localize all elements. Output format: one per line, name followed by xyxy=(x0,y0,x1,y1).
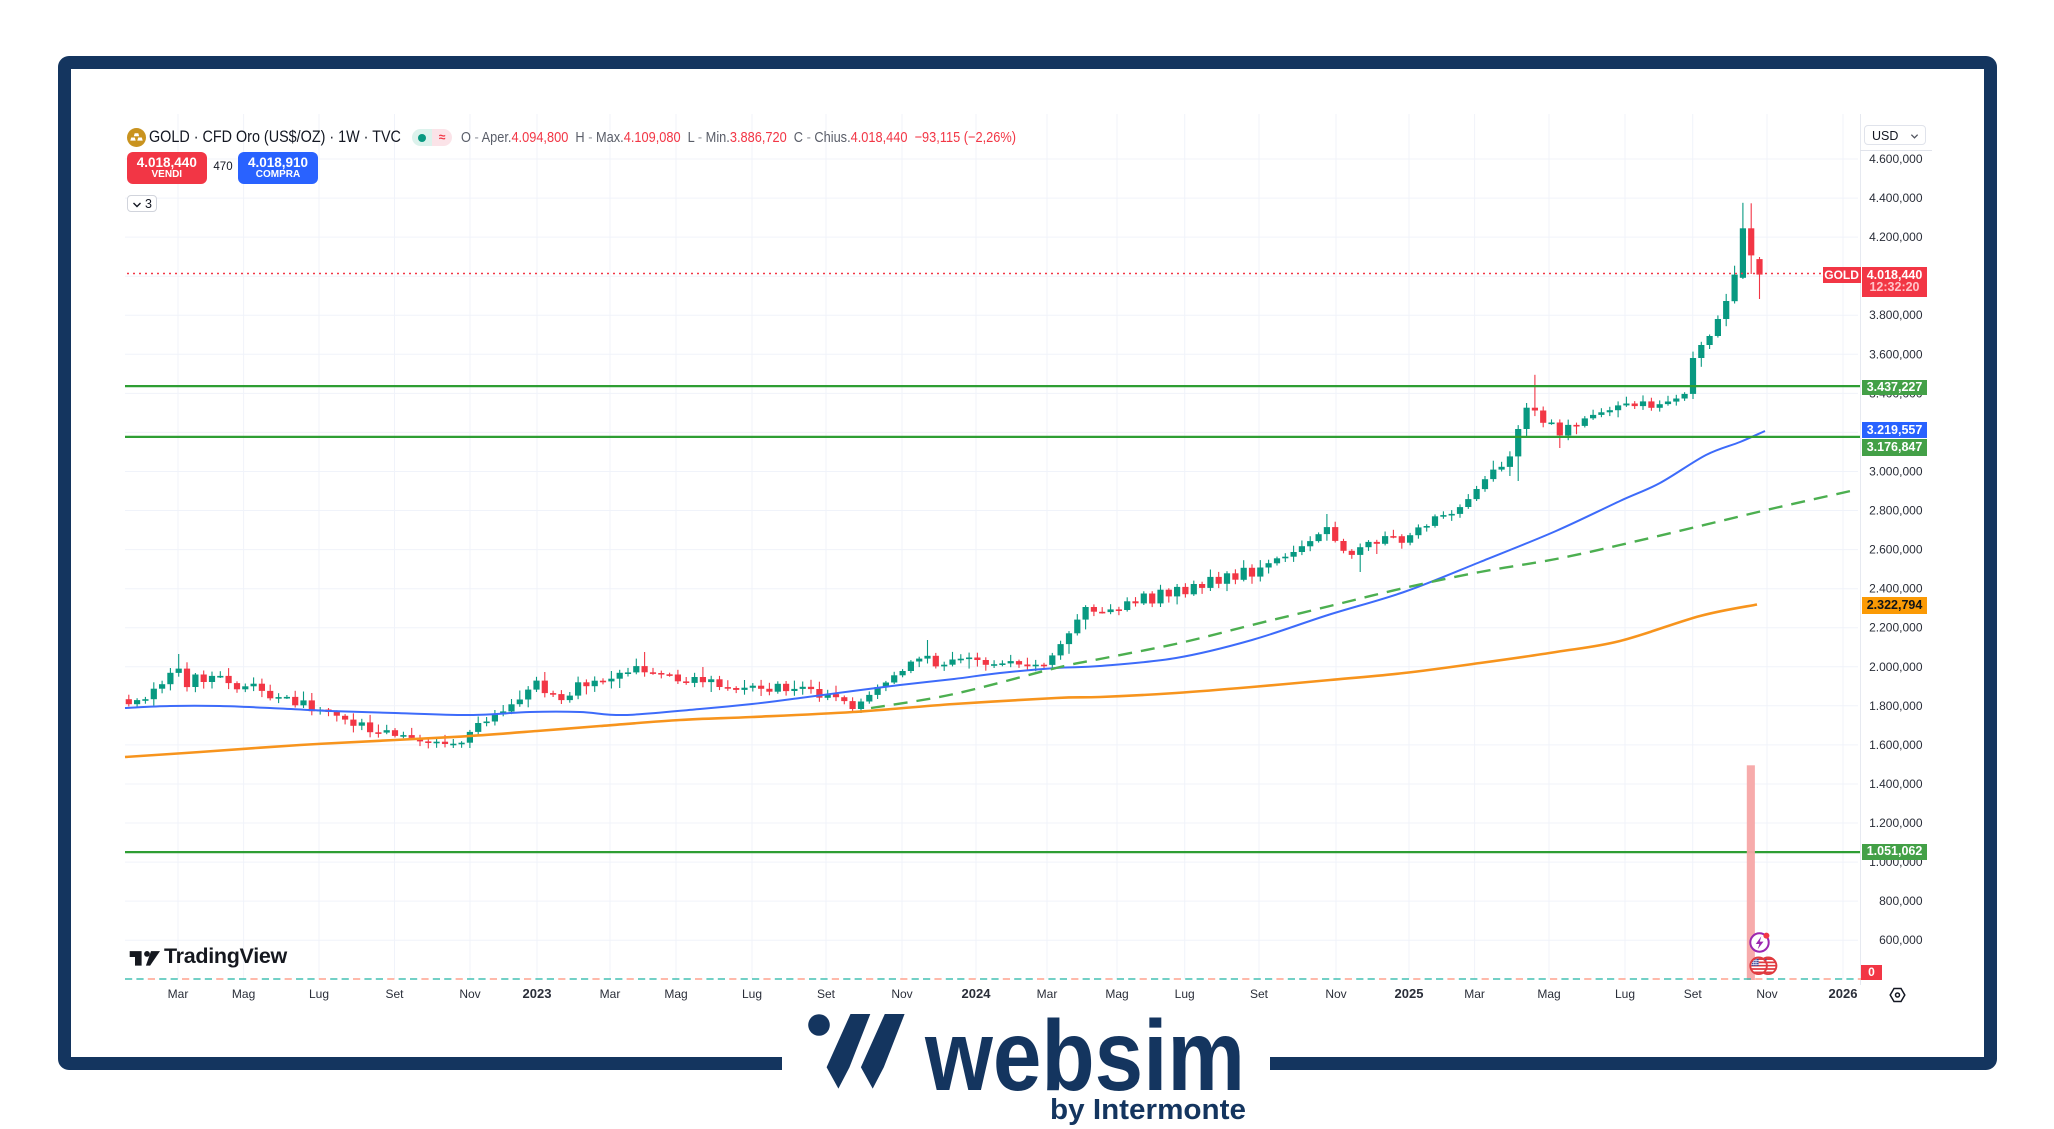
svg-text:4.400,000: 4.400,000 xyxy=(1869,191,1923,205)
svg-text:Mar: Mar xyxy=(1037,987,1058,1001)
svg-text:1.800,000: 1.800,000 xyxy=(1869,699,1923,713)
svg-text:websim: websim xyxy=(924,1000,1245,1112)
svg-text:2.200,000: 2.200,000 xyxy=(1869,621,1923,635)
svg-text:800,000: 800,000 xyxy=(1879,894,1923,908)
svg-text:3.000,000: 3.000,000 xyxy=(1869,465,1923,479)
svg-text:Mar: Mar xyxy=(600,987,621,1001)
svg-text:Nov: Nov xyxy=(459,987,480,1001)
svg-text:Nov: Nov xyxy=(1325,987,1346,1001)
svg-text:2025: 2025 xyxy=(1395,986,1424,1001)
svg-text:Mag: Mag xyxy=(232,987,255,1001)
svg-text:1.400,000: 1.400,000 xyxy=(1869,777,1923,791)
svg-text:2.400,000: 2.400,000 xyxy=(1869,582,1923,596)
svg-text:1.600,000: 1.600,000 xyxy=(1869,738,1923,752)
svg-text:Set: Set xyxy=(385,987,404,1001)
svg-text:2.000,000: 2.000,000 xyxy=(1869,660,1923,674)
svg-text:600,000: 600,000 xyxy=(1879,933,1923,947)
svg-text:2.800,000: 2.800,000 xyxy=(1869,504,1923,518)
svg-text:Lug: Lug xyxy=(1175,987,1195,1001)
svg-text:Lug: Lug xyxy=(742,987,762,1001)
svg-text:2023: 2023 xyxy=(523,986,552,1001)
svg-text:Mag: Mag xyxy=(1537,987,1560,1001)
svg-text:Nov: Nov xyxy=(1756,987,1777,1001)
svg-text:Set: Set xyxy=(1250,987,1269,1001)
svg-text:2.600,000: 2.600,000 xyxy=(1869,543,1923,557)
svg-text:Mar: Mar xyxy=(168,987,189,1001)
svg-text:2024: 2024 xyxy=(962,986,992,1001)
svg-text:1.200,000: 1.200,000 xyxy=(1869,816,1923,830)
svg-text:3.800,000: 3.800,000 xyxy=(1869,308,1923,322)
svg-text:Lug: Lug xyxy=(309,987,329,1001)
svg-text:4.600,000: 4.600,000 xyxy=(1869,152,1923,166)
svg-text:Mar: Mar xyxy=(1464,987,1485,1001)
svg-text:Mag: Mag xyxy=(1105,987,1128,1001)
svg-text:Set: Set xyxy=(817,987,836,1001)
svg-text:2026: 2026 xyxy=(1829,986,1858,1001)
svg-text:Lug: Lug xyxy=(1615,987,1635,1001)
svg-text:by Intermonte: by Intermonte xyxy=(1050,1094,1246,1126)
svg-text:Mag: Mag xyxy=(664,987,687,1001)
svg-text:Nov: Nov xyxy=(891,987,912,1001)
svg-text:3.600,000: 3.600,000 xyxy=(1869,347,1923,361)
svg-text:Set: Set xyxy=(1684,987,1703,1001)
svg-text:4.200,000: 4.200,000 xyxy=(1869,230,1923,244)
